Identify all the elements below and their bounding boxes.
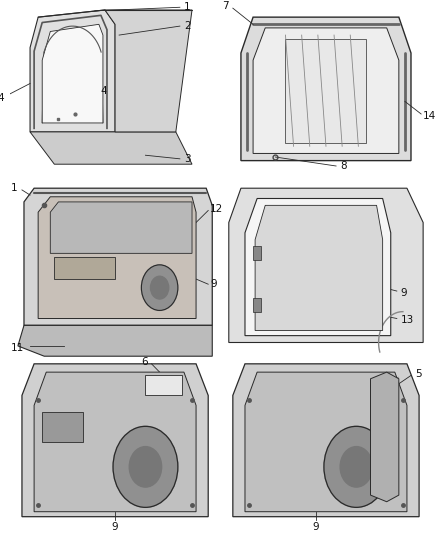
Polygon shape (30, 10, 115, 132)
Bar (253, 298, 261, 312)
Circle shape (113, 426, 178, 507)
Text: 4: 4 (0, 93, 4, 103)
Polygon shape (34, 372, 196, 512)
Polygon shape (54, 257, 115, 279)
Polygon shape (30, 132, 192, 164)
Text: 11: 11 (11, 343, 24, 353)
Polygon shape (245, 372, 407, 512)
Polygon shape (24, 188, 212, 325)
Text: 14: 14 (423, 111, 436, 121)
Polygon shape (42, 25, 103, 123)
Text: 6: 6 (141, 357, 148, 367)
Circle shape (151, 276, 169, 299)
Polygon shape (245, 198, 391, 336)
Text: 7: 7 (222, 2, 229, 11)
Polygon shape (241, 17, 411, 160)
Polygon shape (286, 39, 367, 143)
Text: 9: 9 (313, 522, 319, 532)
Polygon shape (38, 197, 196, 319)
Text: 8: 8 (340, 161, 347, 171)
Text: 4: 4 (101, 86, 108, 95)
Bar (42, 412, 83, 442)
Text: 9: 9 (401, 288, 407, 298)
Polygon shape (255, 205, 383, 330)
Text: 9: 9 (210, 279, 217, 289)
Polygon shape (22, 364, 208, 516)
Text: 1: 1 (11, 183, 18, 193)
Polygon shape (229, 188, 423, 343)
Text: 5: 5 (415, 369, 422, 379)
Polygon shape (253, 28, 399, 154)
Polygon shape (233, 364, 419, 516)
Bar (145, 375, 182, 395)
Polygon shape (18, 325, 212, 356)
Bar (253, 246, 261, 260)
Circle shape (141, 265, 178, 310)
Text: 3: 3 (184, 154, 191, 164)
Polygon shape (105, 10, 192, 132)
Text: 9: 9 (112, 522, 118, 532)
Text: 2: 2 (184, 21, 191, 31)
Polygon shape (50, 202, 192, 253)
Text: 1: 1 (184, 2, 191, 12)
Polygon shape (371, 372, 399, 502)
Text: 13: 13 (401, 315, 414, 325)
Circle shape (324, 426, 389, 507)
Circle shape (129, 447, 162, 487)
Circle shape (340, 447, 373, 487)
Text: 12: 12 (210, 204, 223, 214)
